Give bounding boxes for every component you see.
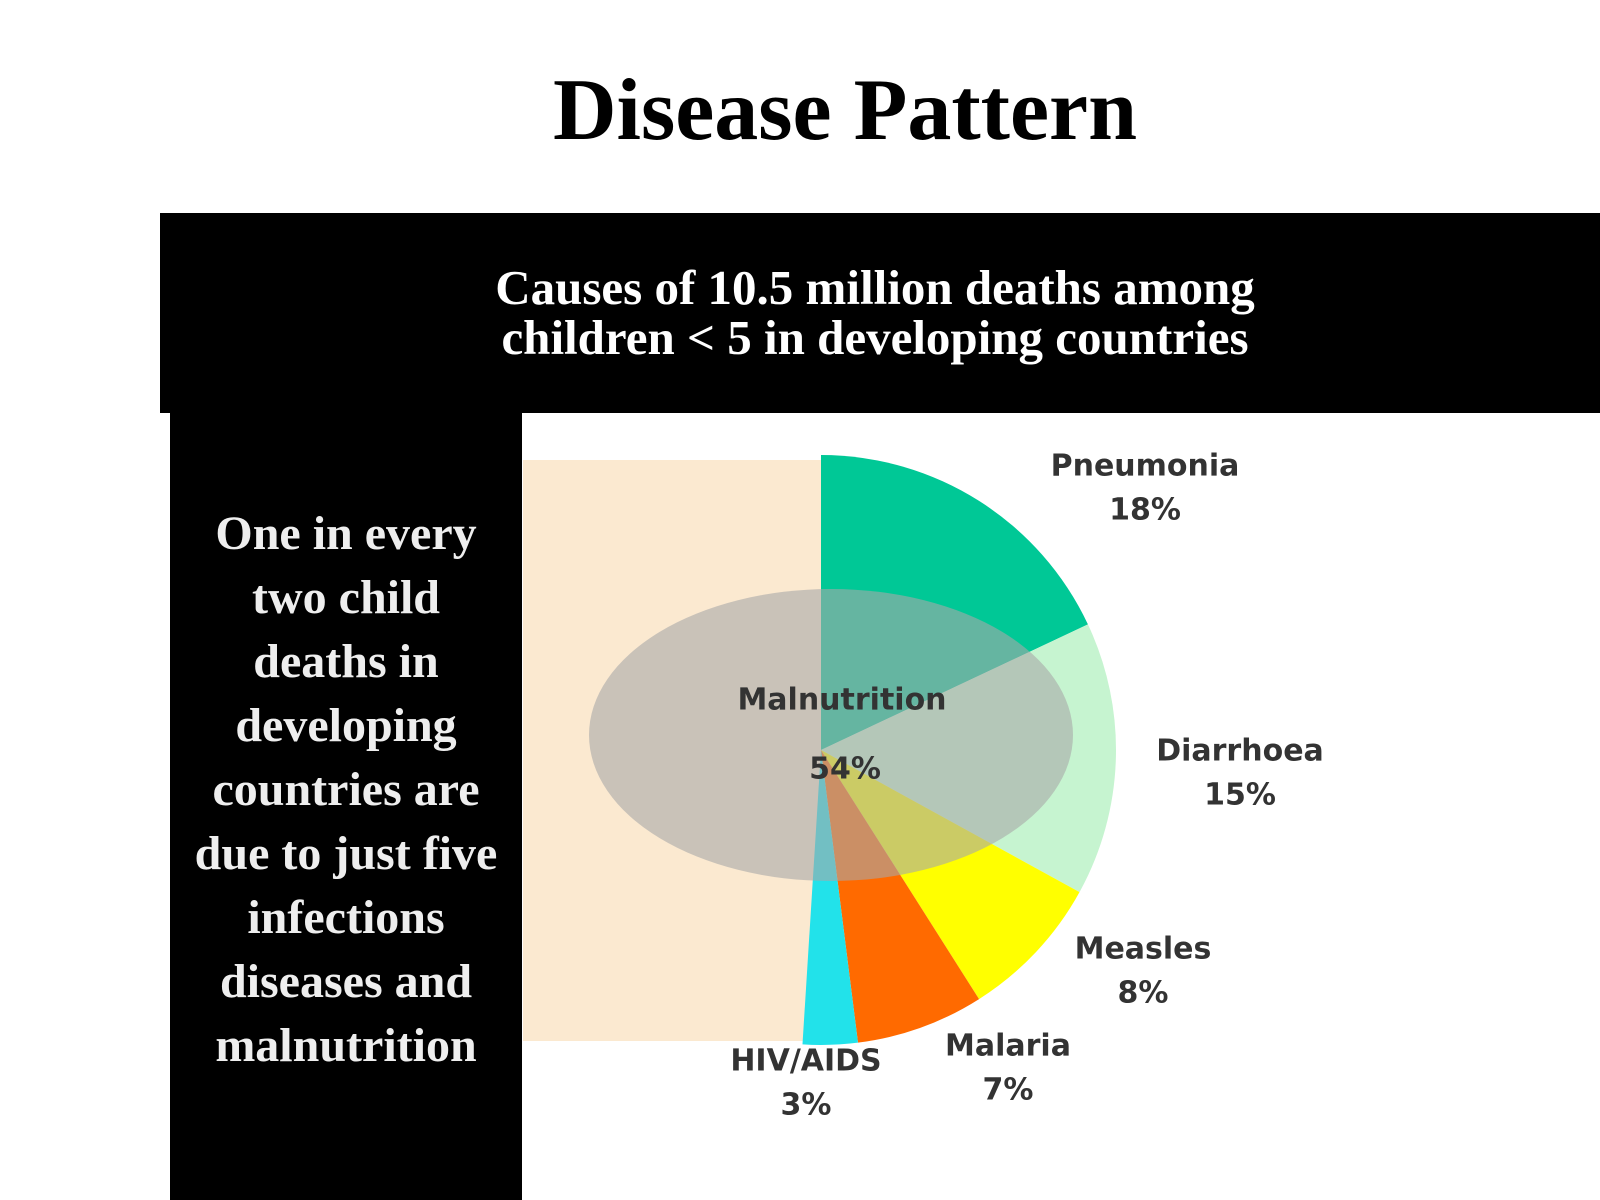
overlay-ellipse [589,589,1073,881]
slice-label: Measles [1075,932,1212,967]
slice-label: Diarrhoea [1156,734,1324,769]
slice-label: Malaria [945,1029,1071,1064]
header-band [160,213,1600,413]
overlay-label: Malnutrition [737,683,946,718]
slice-value-label: 7% [983,1073,1034,1108]
slice-value-label: 8% [1118,976,1169,1011]
pie-slice [802,750,858,1045]
side-panel [170,413,522,1200]
slice-value-label: 3% [781,1088,832,1123]
slice-label: HIV/AIDS [730,1044,881,1079]
slice-value-label: 15% [1204,778,1276,813]
slice-value-label: 18% [1109,493,1181,528]
overlay-value-label: 54% [809,752,881,787]
slice-label: Pneumonia [1051,449,1240,484]
slide-title: Disease Pattern [552,62,1138,159]
chart-title: Causes of 10.5 million deaths among chil… [495,260,1255,365]
side-text: One in every two child deaths in develop… [194,507,498,1072]
